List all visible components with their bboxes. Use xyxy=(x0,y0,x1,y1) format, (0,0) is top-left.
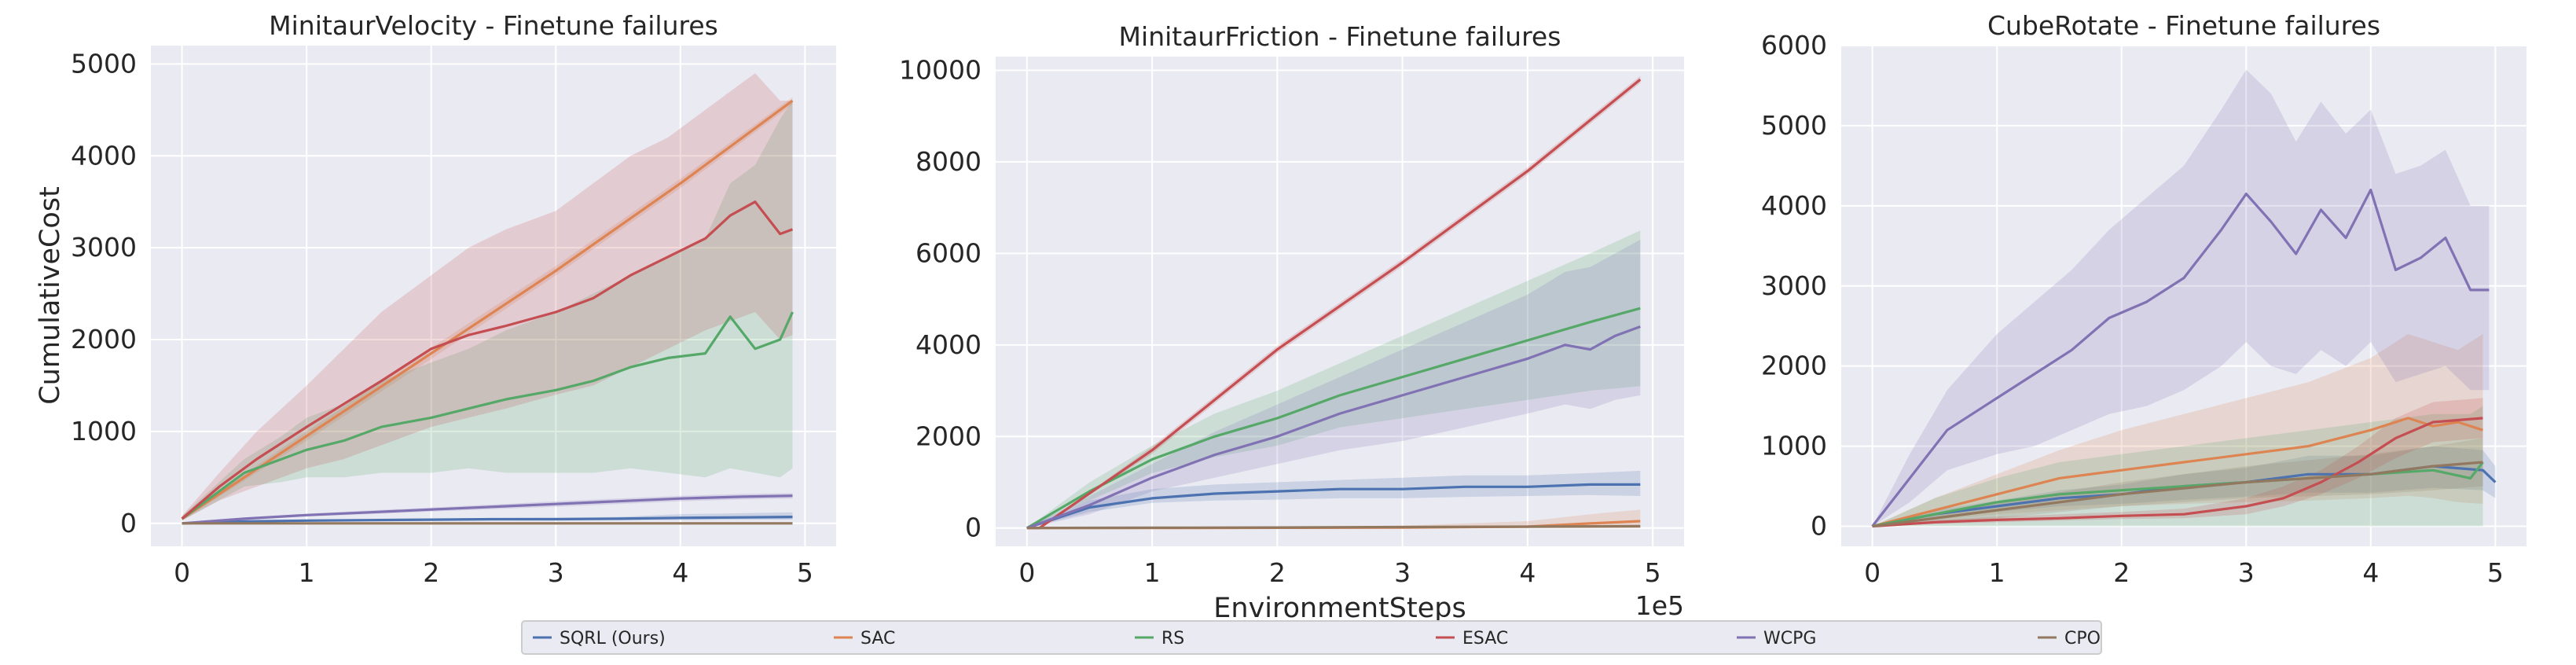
y-tick-labels: 0 2000 4000 6000 8000 10000 xyxy=(899,54,982,542)
legend-label: CPO xyxy=(2064,629,2101,648)
legend-label: SAC xyxy=(861,629,895,648)
x-tick-label: 5 xyxy=(797,557,813,588)
x-tick-label: 4 xyxy=(672,557,688,588)
x-tick-label: 2 xyxy=(423,557,439,588)
chart-title: MinitaurFriction - Finetune failures xyxy=(1119,21,1561,52)
x-tick-label: 3 xyxy=(2238,557,2255,588)
y-tick-labels: 0 1000 2000 3000 4000 5000 6000 xyxy=(1761,30,1827,542)
y-tick-label: 4000 xyxy=(916,329,982,360)
x-axis-scale-label: 1e5 xyxy=(1635,590,1684,621)
legend-label: ESAC xyxy=(1462,629,1508,648)
y-tick-label: 2000 xyxy=(1761,351,1827,381)
x-tick-label: 4 xyxy=(1519,557,1536,588)
legend-label: RS xyxy=(1161,629,1184,648)
x-tick-label: 1 xyxy=(1144,557,1161,588)
legend-label: SQRL (Ours) xyxy=(560,629,666,648)
x-tick-label: 3 xyxy=(1394,557,1411,588)
y-tick-label: 6000 xyxy=(1761,30,1827,61)
y-tick-label: 0 xyxy=(1811,511,1827,542)
x-tick-label: 0 xyxy=(1864,557,1881,588)
legend-label: WCPG xyxy=(1763,629,1816,648)
y-tick-label: 10000 xyxy=(899,54,982,85)
subplot-minitaur-friction: 0 1 2 3 4 5 0 2000 4000 6000 8000 10000 MinitaurFr… xyxy=(899,21,1684,588)
x-axis-label: EnvironmentSteps xyxy=(1213,593,1466,624)
y-tick-label: 5000 xyxy=(71,48,137,79)
x-tick-label: 2 xyxy=(1269,557,1286,588)
legend-frame xyxy=(522,621,2101,654)
x-tick-label: 0 xyxy=(174,557,190,588)
y-tick-label: 5000 xyxy=(1761,110,1827,141)
y-tick-label: 2000 xyxy=(916,421,982,451)
y-tick-label: 3000 xyxy=(1761,270,1827,301)
y-tick-label: 0 xyxy=(120,508,137,538)
x-tick-label: 5 xyxy=(1645,557,1661,588)
x-tick-labels: 0 1 2 3 4 5 xyxy=(1018,557,1660,588)
x-tick-label: 1 xyxy=(299,557,315,588)
y-tick-label: 2000 xyxy=(71,324,137,355)
x-tick-label: 4 xyxy=(2362,557,2379,588)
x-tick-label: 3 xyxy=(548,557,564,588)
y-tick-label: 6000 xyxy=(916,237,982,268)
y-tick-label: 8000 xyxy=(916,146,982,177)
y-tick-label: 3000 xyxy=(71,232,137,263)
x-tick-label: 0 xyxy=(1018,557,1035,588)
x-tick-label: 5 xyxy=(2487,557,2504,588)
legend: SQRL (Ours) SAC RS ESAC WCPG CPO xyxy=(522,621,2101,654)
chart-title: CubeRotate - Finetune failures xyxy=(1987,10,2380,41)
x-tick-labels: 0 1 2 3 4 5 xyxy=(174,557,813,588)
y-tick-label: 1000 xyxy=(1761,431,1827,461)
x-tick-labels: 0 1 2 3 4 5 xyxy=(1864,557,2504,588)
chart-title: MinitaurVelocity - Finetune failures xyxy=(269,10,718,41)
x-tick-label: 1 xyxy=(1989,557,2005,588)
y-tick-label: 4000 xyxy=(1761,190,1827,221)
subplot-minitaur-velocity: 0 1 2 3 4 5 0 1000 2000 3000 4000 5000 MinitaurVel… xyxy=(71,10,836,588)
y-tick-label: 0 xyxy=(965,513,982,543)
x-tick-label: 2 xyxy=(2113,557,2130,588)
y-tick-labels: 0 1000 2000 3000 4000 5000 xyxy=(71,48,137,538)
y-axis-label: CumulativeCost xyxy=(35,186,66,405)
y-tick-label: 1000 xyxy=(71,416,137,446)
subplot-cube-rotate: 0 1 2 3 4 5 0 1000 2000 3000 4000 5000 6000 CubeRot… xyxy=(1761,10,2526,588)
y-tick-label: 4000 xyxy=(71,140,137,171)
